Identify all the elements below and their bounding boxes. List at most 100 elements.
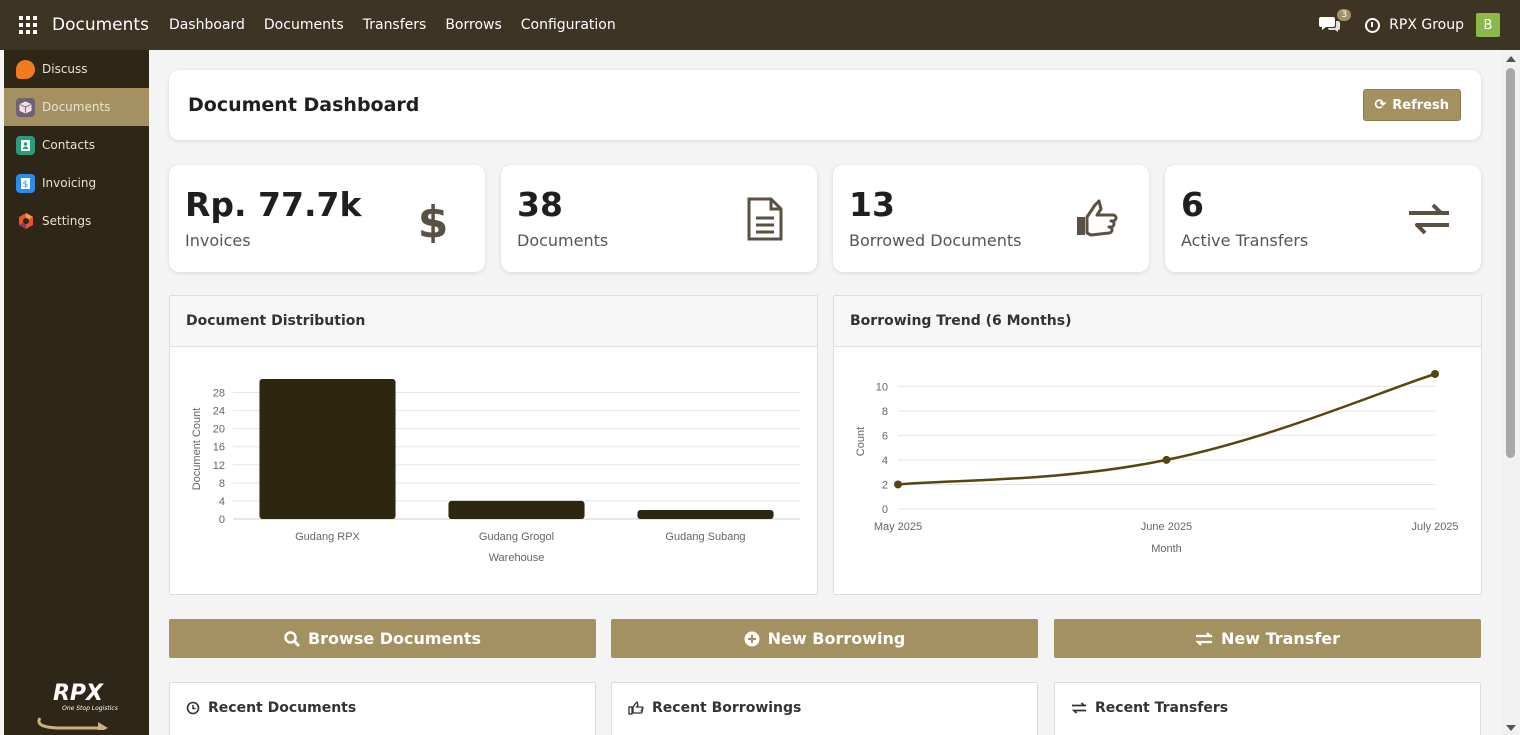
sidebar-item-contacts[interactable]: Contacts bbox=[4, 126, 149, 164]
button-label: New Transfer bbox=[1220, 629, 1341, 648]
new-transfer-button[interactable]: New Transfer bbox=[1054, 619, 1481, 658]
y-tick-label: 8 bbox=[882, 406, 888, 418]
svg-text:$: $ bbox=[23, 180, 29, 190]
exchange-icon bbox=[1071, 702, 1087, 714]
scroll-thumb[interactable] bbox=[1506, 68, 1515, 458]
bar-gudang-subang bbox=[637, 509, 774, 519]
rpx-logo: RPX One Stop Logistics bbox=[37, 681, 118, 730]
stat-value: 38 bbox=[517, 185, 563, 224]
sidebar-item-settings[interactable]: Settings bbox=[4, 202, 149, 240]
sidebar-item-discuss[interactable]: Discuss bbox=[4, 50, 149, 88]
nav-borrows[interactable]: Borrows bbox=[445, 17, 502, 33]
y-tick-label: 24 bbox=[213, 406, 225, 418]
invoicing-icon: $ bbox=[16, 173, 35, 193]
sidebar-item-label: Invoicing bbox=[42, 176, 97, 190]
scroll-down-arrow[interactable] bbox=[1506, 725, 1516, 731]
bar-gudang-grogol bbox=[448, 500, 585, 519]
recent-documents-card: Recent Documents bbox=[169, 682, 596, 735]
dollar-icon: $ bbox=[418, 197, 449, 243]
section-title: Recent Transfers bbox=[1095, 700, 1229, 716]
stat-card-documents[interactable]: 38 Documents bbox=[501, 165, 817, 272]
activity-clock-icon[interactable] bbox=[1365, 17, 1381, 33]
sidebar-item-invoicing[interactable]: $ Invoicing bbox=[4, 164, 149, 202]
page-title: Document Dashboard bbox=[188, 94, 420, 116]
y-tick-label: 0 bbox=[219, 514, 225, 526]
page-scrollbar[interactable] bbox=[1502, 50, 1520, 735]
settings-icon bbox=[16, 212, 35, 231]
y-tick-label: 2 bbox=[882, 479, 888, 491]
sidebar-item-label: Settings bbox=[42, 214, 92, 228]
thumbs-up-icon bbox=[628, 701, 644, 715]
button-label: New Borrowing bbox=[767, 629, 906, 648]
chat-count-badge: 3 bbox=[1337, 9, 1352, 21]
sidebar-item-label: Discuss bbox=[42, 62, 88, 76]
nav-documents[interactable]: Documents bbox=[263, 17, 344, 33]
main-content: Document Dashboard ⟳ Refresh Rp. 77.7k I… bbox=[149, 50, 1502, 735]
y-tick-label: 8 bbox=[219, 478, 225, 490]
y-tick-label: 6 bbox=[882, 430, 888, 442]
app-title[interactable]: Documents bbox=[52, 15, 149, 35]
sidebar-item-label: Documents bbox=[42, 100, 111, 114]
company-switcher[interactable]: RPX Group bbox=[1389, 17, 1464, 33]
document-distribution-card: Document Distribution 0 4 8 12 16 20 24 28 Gudan… bbox=[169, 295, 818, 595]
document-distribution-chart: 0 4 8 12 16 20 24 28 Gudang RPX Gudang Grogol Guda… bbox=[191, 379, 800, 564]
y-tick-label: 12 bbox=[213, 460, 225, 472]
x-axis-title: Month bbox=[1151, 543, 1182, 555]
browse-documents-button[interactable]: Browse Documents bbox=[169, 619, 596, 658]
stat-label: Active Transfers bbox=[1181, 231, 1309, 250]
svg-text:$: $ bbox=[418, 197, 449, 243]
x-tick-label: May 2025 bbox=[874, 521, 922, 533]
scroll-up-arrow[interactable] bbox=[1506, 56, 1516, 62]
data-point bbox=[1162, 455, 1171, 464]
y-tick-label: 16 bbox=[213, 442, 225, 454]
x-tick-label: Gudang Subang bbox=[665, 531, 745, 543]
refresh-label: Refresh bbox=[1392, 97, 1449, 113]
borrowing-trend-chart: 0 2 4 6 8 10 May 2025 June 2025 July 2025 Month Co… bbox=[855, 370, 1459, 555]
chart-title: Document Distribution bbox=[170, 296, 817, 347]
data-point bbox=[1431, 370, 1439, 378]
stat-label: Documents bbox=[517, 231, 609, 250]
documents-icon bbox=[16, 97, 35, 117]
x-tick-label: Gudang Grogol bbox=[479, 531, 554, 543]
section-title: Recent Documents bbox=[208, 700, 357, 716]
y-tick-label: 4 bbox=[882, 455, 888, 467]
dashboard-header: Document Dashboard ⟳ Refresh bbox=[169, 70, 1481, 140]
svg-text:One Stop Logistics: One Stop Logistics bbox=[62, 705, 118, 712]
new-borrowing-button[interactable]: New Borrowing bbox=[611, 619, 1038, 658]
thumbs-up-icon bbox=[1077, 199, 1118, 237]
y-axis-title: Count bbox=[855, 427, 867, 456]
x-tick-label: July 2025 bbox=[1411, 521, 1458, 533]
nav-dashboard[interactable]: Dashboard bbox=[168, 17, 245, 33]
apps-grid-icon[interactable] bbox=[19, 16, 37, 34]
section-title: Recent Borrowings bbox=[652, 700, 802, 716]
x-tick-label: Gudang RPX bbox=[295, 531, 360, 543]
chart-title: Borrowing Trend (6 Months) bbox=[834, 296, 1481, 347]
y-tick-label: 10 bbox=[876, 381, 888, 393]
stat-label: Borrowed Documents bbox=[849, 231, 1022, 250]
refresh-icon: ⟳ bbox=[1374, 97, 1387, 113]
chat-button[interactable]: 3 bbox=[1319, 9, 1352, 36]
button-label: Browse Documents bbox=[307, 629, 482, 648]
sidebar: Discuss Documents Contacts $ Invoicing S… bbox=[4, 50, 149, 735]
stat-card-invoices[interactable]: Rp. 77.7k Invoices $ bbox=[169, 165, 485, 272]
sidebar-item-label: Contacts bbox=[42, 138, 95, 152]
stat-value: 13 bbox=[849, 185, 895, 224]
sidebar-item-documents[interactable]: Documents bbox=[4, 88, 149, 126]
borrowing-trend-card: Borrowing Trend (6 Months) 0 2 4 6 8 10 May 20… bbox=[833, 295, 1482, 595]
discuss-icon bbox=[16, 59, 35, 79]
user-avatar[interactable]: B bbox=[1476, 13, 1500, 37]
recent-transfers-card: Recent Transfers bbox=[1054, 682, 1481, 735]
stat-card-borrowed[interactable]: 13 Borrowed Documents bbox=[833, 165, 1149, 272]
nav-configuration[interactable]: Configuration bbox=[520, 17, 616, 33]
stat-label: Invoices bbox=[185, 231, 251, 250]
contacts-icon bbox=[16, 135, 35, 155]
recent-borrowings-card: Recent Borrowings bbox=[611, 682, 1038, 735]
stat-value: 6 bbox=[1181, 185, 1204, 224]
nav-transfers[interactable]: Transfers bbox=[362, 17, 427, 33]
history-icon bbox=[186, 701, 200, 715]
stat-card-transfers[interactable]: 6 Active Transfers bbox=[1165, 165, 1481, 272]
plus-circle-icon bbox=[744, 631, 760, 646]
file-text-icon bbox=[747, 197, 783, 241]
refresh-button[interactable]: ⟳ Refresh bbox=[1362, 89, 1461, 121]
x-axis-title: Warehouse bbox=[489, 552, 545, 564]
